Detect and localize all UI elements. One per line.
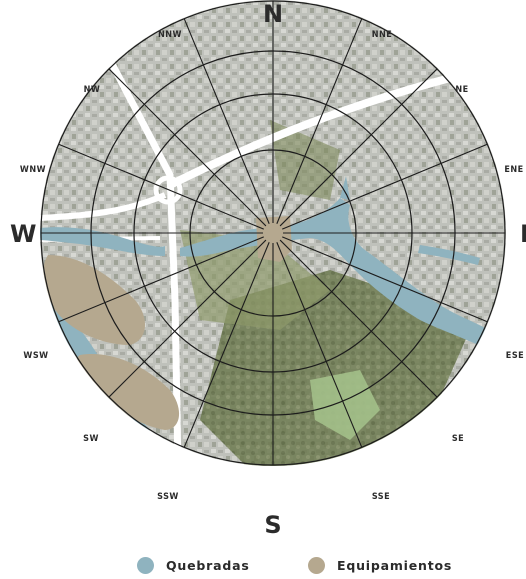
compass-spoke xyxy=(183,242,270,448)
label-WSW: WSW xyxy=(23,351,48,361)
legend-label-equipamientos: Equipamientos xyxy=(337,557,453,573)
road xyxy=(40,192,167,221)
equipamientos-swatch xyxy=(308,556,325,574)
compass-spoke xyxy=(58,236,264,323)
compass-spoke xyxy=(282,236,488,323)
label-S: S xyxy=(264,511,281,539)
label-WNW: WNW xyxy=(20,165,46,175)
compass-spoke xyxy=(282,143,488,230)
vegetation-area xyxy=(180,230,330,330)
compass-spoke xyxy=(279,239,438,398)
compass-spoke xyxy=(58,143,264,230)
label-NE: NE xyxy=(455,85,468,95)
label-E: E xyxy=(520,220,526,248)
label-W: W xyxy=(10,220,36,248)
label-N: N xyxy=(263,0,283,28)
equipment-area xyxy=(75,354,180,430)
label-SE: SE xyxy=(452,434,464,444)
compass-spokes xyxy=(41,1,505,465)
compass-spoke xyxy=(183,18,270,224)
stream xyxy=(40,227,165,256)
road xyxy=(168,74,452,189)
legend-item-equipamientos: Equipamientos xyxy=(308,554,452,576)
label-SW: SW xyxy=(83,434,99,444)
compass-spoke xyxy=(108,68,267,227)
compass-spoke xyxy=(276,18,363,224)
label-NNW: NNW xyxy=(158,30,182,40)
quebradas-swatch xyxy=(137,556,154,574)
legend-item-quebradas: Quebradas xyxy=(137,554,250,576)
compass-spoke xyxy=(108,239,267,398)
vegetation-area xyxy=(270,120,340,200)
legend-label-quebradas: Quebradas xyxy=(166,557,250,573)
green-field xyxy=(310,370,380,440)
stream xyxy=(340,176,350,200)
label-NNE: NNE xyxy=(372,30,393,40)
label-ENE: ENE xyxy=(504,165,523,175)
equipment-area xyxy=(43,255,146,345)
label-SSW: SSW xyxy=(157,492,179,502)
compass-spoke xyxy=(276,242,363,448)
label-SSE: SSE xyxy=(372,492,390,502)
label-NW: NW xyxy=(84,85,101,95)
label-ESE: ESE xyxy=(506,351,524,361)
compass-spoke xyxy=(279,68,438,227)
stream xyxy=(418,245,480,265)
aerial-map xyxy=(40,0,506,466)
road xyxy=(106,58,182,466)
equipment-area xyxy=(256,216,292,262)
roundabout xyxy=(153,175,183,205)
